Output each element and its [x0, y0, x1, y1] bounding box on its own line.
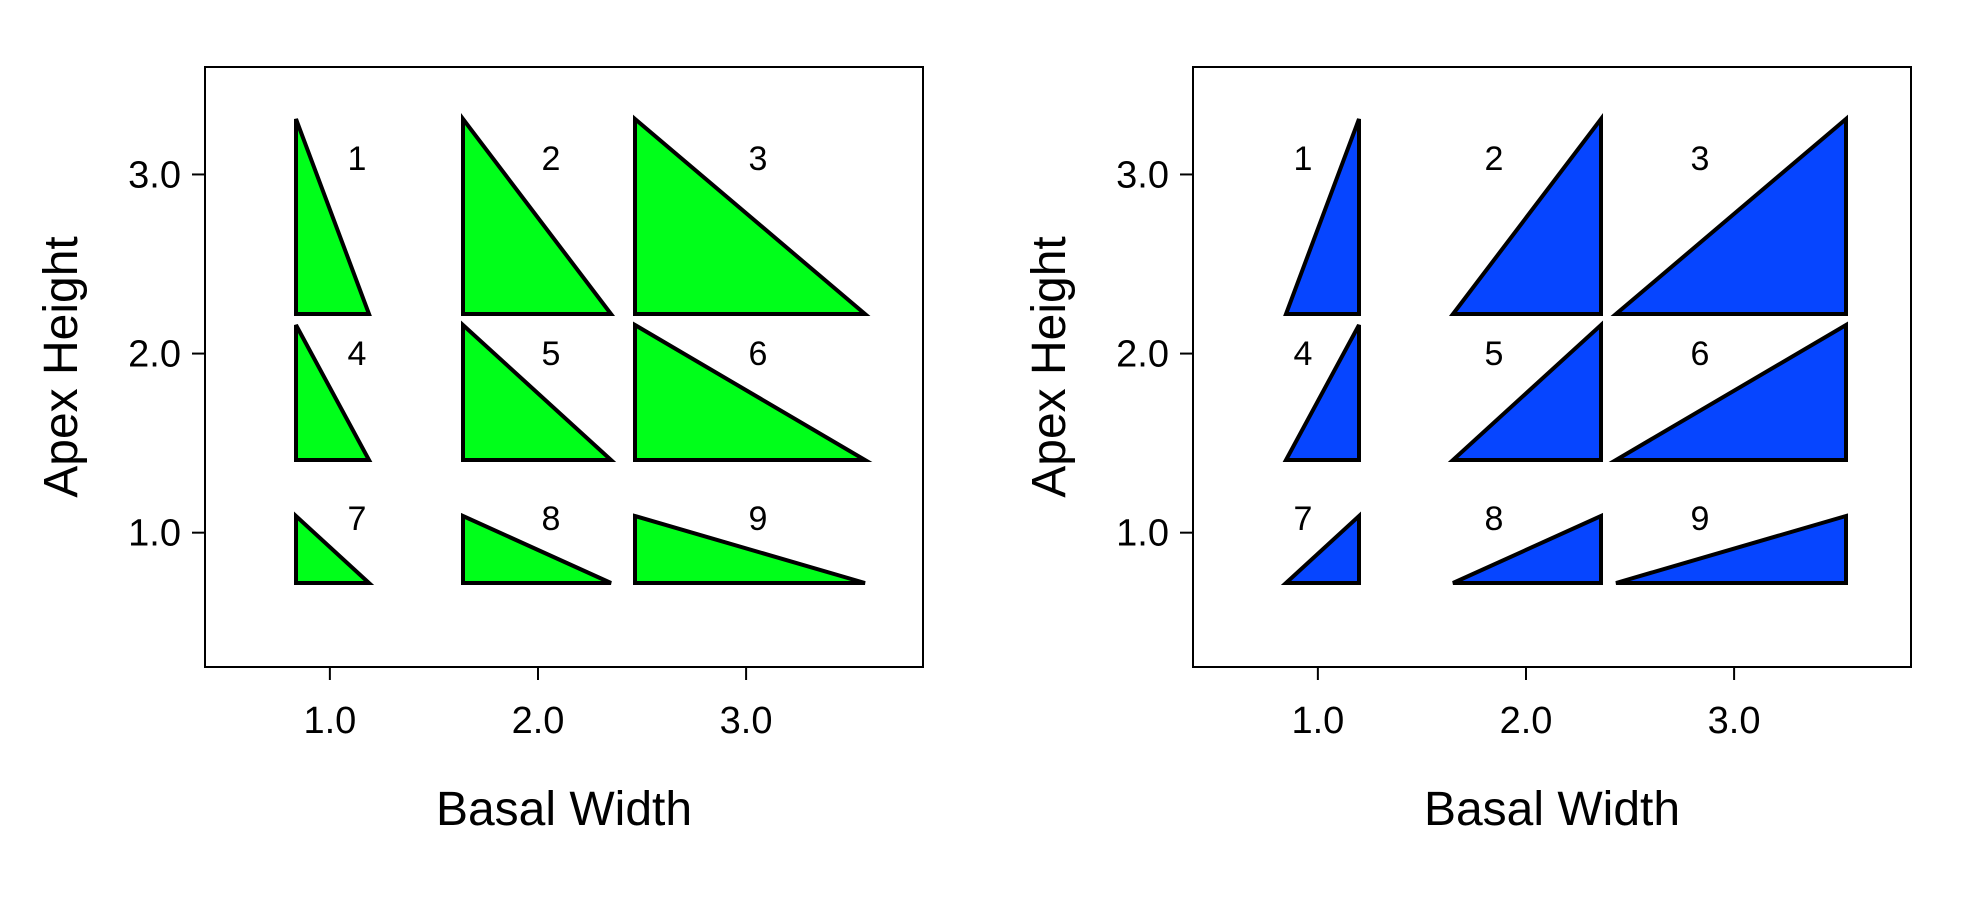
x-tick-label: 2.0: [512, 700, 565, 742]
point-label-8: 8: [542, 500, 561, 538]
point-label-3: 3: [749, 140, 768, 178]
point-label-9: 9: [749, 500, 768, 538]
triangle-marker-3: [633, 114, 871, 316]
y-axis-label: Apex Height: [35, 236, 88, 498]
point-label-4: 4: [348, 335, 367, 373]
y-tick-label: 1.0: [128, 513, 181, 555]
triangle-marker-2: [1448, 113, 1603, 316]
point-label-2: 2: [1485, 140, 1504, 178]
point-label-2: 2: [542, 140, 561, 178]
triangle-marker-7: [1280, 511, 1361, 585]
chart-panel-1: 1.0 2.0 3.0 1.0 2.0 3.0 Basal Width Apex Height…: [35, 66, 924, 836]
y-tick-label: 2.0: [1116, 334, 1169, 376]
point-label-5: 5: [542, 335, 561, 373]
y-tick-label: 2.0: [128, 334, 181, 376]
point-label-7: 7: [1294, 500, 1313, 538]
triangle-marker-6: [633, 321, 873, 462]
y-tick-label: 3.0: [128, 154, 181, 196]
triangle-marker-9: [633, 513, 866, 585]
triangle-marker-3: [1610, 114, 1848, 316]
x-tick-label: 1.0: [1291, 700, 1344, 742]
x-tick-label: 3.0: [1708, 700, 1761, 742]
point-label-1: 1: [348, 140, 367, 178]
triangle-marker-5: [1447, 320, 1603, 462]
point-label-8: 8: [1485, 500, 1504, 538]
x-axis-label: Basal Width: [1424, 783, 1680, 836]
y-tick-label: 1.0: [1116, 513, 1169, 555]
x-axis-label: Basal Width: [436, 783, 692, 836]
triangle-marker-8: [1452, 512, 1603, 585]
point-label-4: 4: [1294, 335, 1313, 373]
triangle-marker-5: [461, 320, 617, 462]
triangle-marker-4: [294, 324, 373, 462]
point-label-3: 3: [1691, 140, 1710, 178]
y-tick-label: 3.0: [1116, 154, 1169, 196]
point-label-7: 7: [348, 500, 367, 538]
triangle-marker-9: [1615, 513, 1848, 585]
triangle-marker-6: [1608, 321, 1848, 462]
triangle-marker-1: [294, 118, 372, 316]
point-label-6: 6: [1691, 335, 1710, 373]
triangle-marker-1: [1283, 118, 1361, 316]
plot-frame: [1192, 66, 1912, 668]
y-axis-label: Apex Height: [1023, 236, 1076, 498]
point-label-1: 1: [1294, 140, 1313, 178]
triangle-marker-8: [461, 512, 612, 585]
x-tick-label: 2.0: [1500, 700, 1553, 742]
plot-frame: [204, 66, 924, 668]
point-label-9: 9: [1691, 500, 1710, 538]
point-label-6: 6: [749, 335, 768, 373]
chart-panel-2: 1.0 2.0 3.0 1.0 2.0 3.0 Basal Width Apex Height…: [1023, 66, 1912, 836]
triangle-marker-2: [461, 113, 616, 316]
point-label-5: 5: [1485, 335, 1504, 373]
triangle-marker-7: [294, 511, 375, 585]
triangle-marker-4: [1282, 324, 1361, 462]
x-tick-label: 1.0: [303, 700, 356, 742]
x-tick-label: 3.0: [720, 700, 773, 742]
